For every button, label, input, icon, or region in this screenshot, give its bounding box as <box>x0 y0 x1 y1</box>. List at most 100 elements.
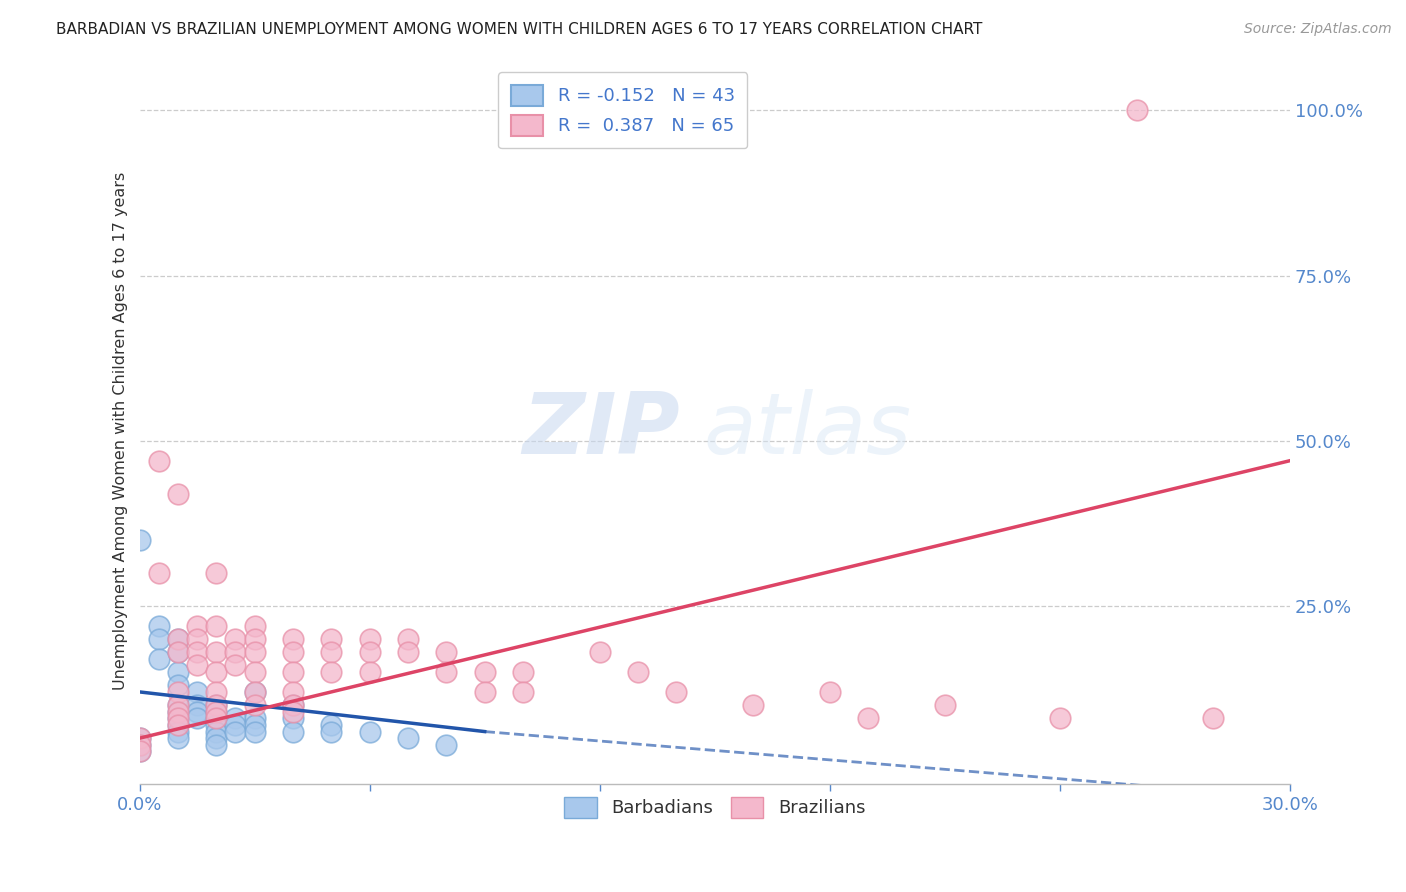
Point <box>167 645 190 659</box>
Point <box>1049 711 1071 725</box>
Point <box>205 711 228 725</box>
Point <box>167 685 190 699</box>
Point <box>186 685 208 699</box>
Point <box>205 665 228 679</box>
Point <box>281 724 304 739</box>
Point <box>321 645 343 659</box>
Point <box>359 724 381 739</box>
Point <box>148 632 170 646</box>
Point <box>224 632 246 646</box>
Point <box>205 698 228 713</box>
Point <box>186 705 208 719</box>
Point <box>186 698 208 713</box>
Point <box>243 632 266 646</box>
Point <box>396 731 419 746</box>
Point <box>1125 103 1147 118</box>
Point <box>474 665 496 679</box>
Point <box>512 665 534 679</box>
Point <box>243 665 266 679</box>
Point <box>205 724 228 739</box>
Point <box>396 632 419 646</box>
Point <box>167 632 190 646</box>
Point <box>281 705 304 719</box>
Point <box>167 731 190 746</box>
Point <box>167 711 190 725</box>
Point <box>148 652 170 666</box>
Text: ZIP: ZIP <box>523 390 681 473</box>
Point <box>148 566 170 580</box>
Point <box>224 645 246 659</box>
Point <box>167 705 190 719</box>
Point <box>128 744 150 758</box>
Point <box>281 698 304 713</box>
Point <box>205 705 228 719</box>
Point <box>243 645 266 659</box>
Point <box>281 665 304 679</box>
Point <box>205 711 228 725</box>
Point <box>243 698 266 713</box>
Point <box>243 724 266 739</box>
Point <box>128 744 150 758</box>
Point <box>321 665 343 679</box>
Point <box>396 645 419 659</box>
Point <box>167 698 190 713</box>
Point <box>205 645 228 659</box>
Text: atlas: atlas <box>703 390 911 473</box>
Point <box>474 685 496 699</box>
Point <box>742 698 765 713</box>
Point <box>321 718 343 732</box>
Point <box>128 738 150 752</box>
Point <box>434 665 457 679</box>
Point <box>167 632 190 646</box>
Point <box>128 731 150 746</box>
Point <box>434 645 457 659</box>
Point <box>224 718 246 732</box>
Point <box>205 698 228 713</box>
Point <box>167 678 190 692</box>
Point <box>205 718 228 732</box>
Point <box>281 685 304 699</box>
Point <box>167 645 190 659</box>
Y-axis label: Unemployment Among Women with Children Ages 6 to 17 years: Unemployment Among Women with Children A… <box>114 172 128 690</box>
Point <box>321 632 343 646</box>
Point <box>665 685 688 699</box>
Point <box>243 619 266 633</box>
Point <box>205 619 228 633</box>
Point <box>186 619 208 633</box>
Point <box>167 705 190 719</box>
Point <box>167 665 190 679</box>
Point <box>359 665 381 679</box>
Point <box>148 453 170 467</box>
Point <box>224 724 246 739</box>
Point <box>148 619 170 633</box>
Point <box>243 685 266 699</box>
Point <box>205 731 228 746</box>
Point <box>818 685 841 699</box>
Point <box>186 645 208 659</box>
Point <box>281 711 304 725</box>
Point <box>243 711 266 725</box>
Point <box>167 698 190 713</box>
Point <box>128 738 150 752</box>
Point <box>281 698 304 713</box>
Point <box>434 738 457 752</box>
Point <box>321 724 343 739</box>
Point <box>167 718 190 732</box>
Point <box>589 645 612 659</box>
Point <box>167 724 190 739</box>
Point <box>167 486 190 500</box>
Point <box>186 632 208 646</box>
Legend: Barbadians, Brazilians: Barbadians, Brazilians <box>557 789 873 825</box>
Point <box>205 685 228 699</box>
Point <box>128 731 150 746</box>
Point <box>934 698 956 713</box>
Point <box>243 685 266 699</box>
Point <box>224 658 246 673</box>
Point <box>512 685 534 699</box>
Text: Source: ZipAtlas.com: Source: ZipAtlas.com <box>1244 22 1392 37</box>
Point <box>186 658 208 673</box>
Point <box>856 711 879 725</box>
Point <box>359 645 381 659</box>
Point <box>205 738 228 752</box>
Point <box>167 711 190 725</box>
